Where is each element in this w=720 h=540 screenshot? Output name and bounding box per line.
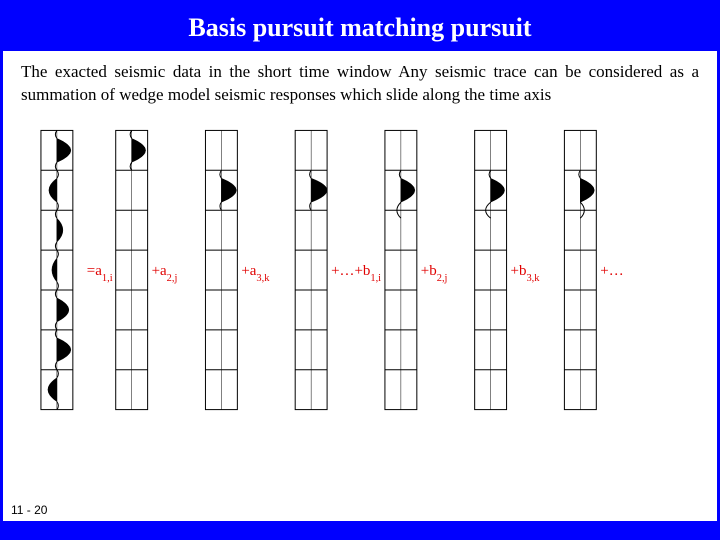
svg-text:+b2,j: +b2,j bbox=[421, 263, 448, 284]
svg-text:+a2,j: +a2,j bbox=[152, 263, 178, 284]
body-text: The exacted seismic data in the short ti… bbox=[21, 61, 699, 107]
svg-text:+…: +… bbox=[600, 263, 623, 279]
svg-text:+…+b1,i: +…+b1,i bbox=[331, 263, 381, 284]
slide-header: Basis pursuit matching pursuit bbox=[3, 3, 717, 51]
svg-text:+a3,k: +a3,k bbox=[241, 263, 270, 284]
equation-diagram: =a1,i +a2,j +a3,k +…+b1,i +b2,j +b3,k +… bbox=[21, 125, 699, 425]
page-number: 11 - 20 bbox=[11, 503, 47, 517]
slide-body: The exacted seismic data in the short ti… bbox=[3, 51, 717, 521]
svg-text:+b3,k: +b3,k bbox=[511, 263, 541, 284]
svg-text:=a1,i: =a1,i bbox=[87, 263, 113, 284]
slide-title: Basis pursuit matching pursuit bbox=[188, 13, 531, 42]
